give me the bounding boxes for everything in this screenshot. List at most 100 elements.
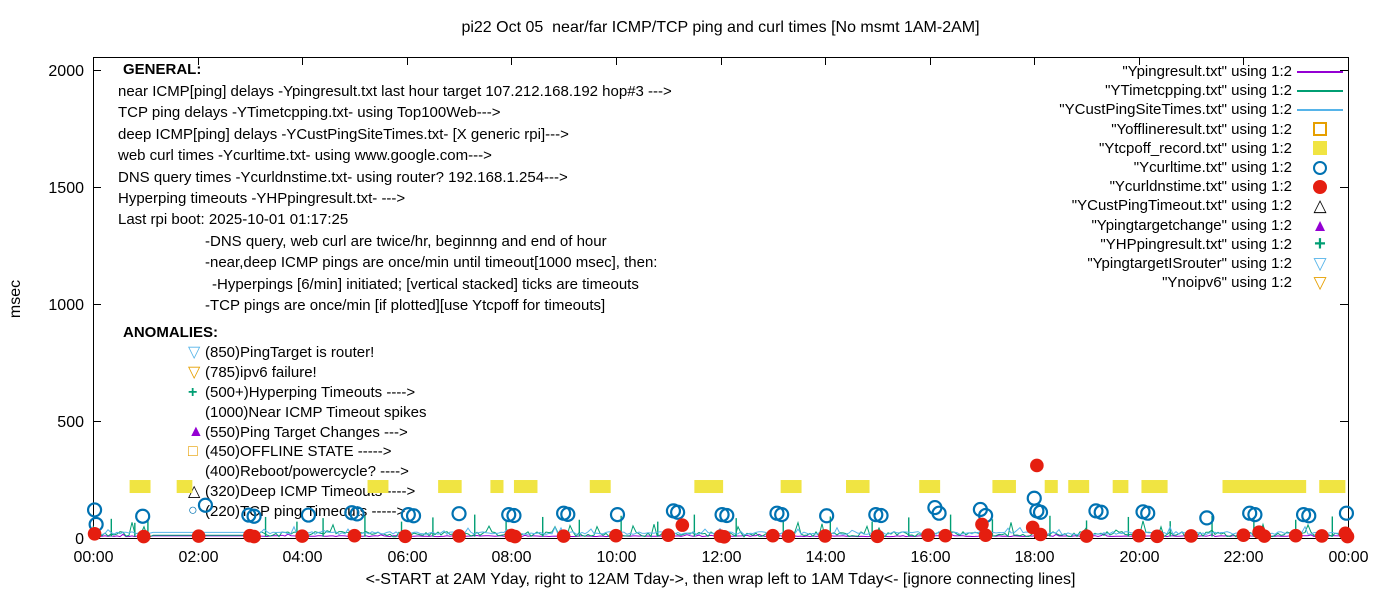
legend-row: "Ypingresult.txt" using 1:2 bbox=[1059, 62, 1348, 81]
tridown-open-icon: ▽ bbox=[188, 363, 201, 381]
x-tick-label: 04:00 bbox=[282, 549, 322, 566]
legend-row: "YCustPingSiteTimes.txt" using 1:2 bbox=[1059, 100, 1348, 119]
anomaly-text: (785)ipv6 failure! bbox=[205, 364, 317, 382]
legend-sample-cross-icon: + bbox=[1314, 233, 1326, 256]
anomaly-text: (450)OFFLINE STATE -----> bbox=[205, 443, 392, 461]
general-line: deep ICMP[ping] delays -YCustPingSiteTim… bbox=[118, 125, 569, 143]
x-tick-label: 10:00 bbox=[596, 549, 636, 566]
legend-row: "Ytcpoff_record.txt" using 1:2 bbox=[1059, 139, 1348, 158]
y-tick-label: 0 bbox=[75, 531, 84, 548]
legend-label: "Ytcpoff_record.txt" using 1:2 bbox=[1099, 139, 1292, 157]
legend-row: "YCustPingTimeout.txt" using 1:2 △ bbox=[1059, 196, 1348, 215]
general-line: -near,deep ICMP pings are once/min until… bbox=[205, 254, 658, 272]
legend-label: "Ynoipv6" using 1:2 bbox=[1162, 274, 1292, 292]
general-header: GENERAL: bbox=[123, 61, 202, 78]
anomaly-text: (500+)Hyperping Timeouts ----> bbox=[205, 383, 416, 401]
y-tick-label: 1000 bbox=[48, 297, 84, 314]
circle-open-icon: ○ bbox=[188, 502, 198, 520]
general-lines: near ICMP[ping] delays -Ypingresult.txt … bbox=[118, 81, 672, 316]
anomaly-text: (400)Reboot/powercycle? ----> bbox=[205, 463, 409, 481]
general-line: web curl times -Ycurltime.txt- using www… bbox=[118, 147, 492, 165]
x-tick-label: 06:00 bbox=[387, 549, 427, 566]
anomalies-annotation-block: ANOMALIES: ▽ (850)PingTarget is router! ▽(… bbox=[123, 322, 426, 521]
legend-sample-tridown-open-icon: ▽ bbox=[1313, 253, 1327, 273]
x-tick-label: 08:00 bbox=[491, 549, 531, 566]
x-tick-label: 16:00 bbox=[910, 549, 950, 566]
legend-row: "Ycurltime.txt" using 1:2 bbox=[1059, 158, 1348, 177]
y-tick-label: 1500 bbox=[48, 180, 84, 197]
general-line: Last rpi boot: 2025-10-01 01:17:25 bbox=[118, 211, 349, 229]
legend-label: "YCustPingTimeout.txt" using 1:2 bbox=[1071, 197, 1292, 215]
x-tick-label: 02:00 bbox=[178, 549, 218, 566]
general-line: near ICMP[ping] delays -Ypingresult.txt … bbox=[118, 83, 672, 100]
y-tick-label: 500 bbox=[57, 414, 84, 431]
triangle-open-icon: △ bbox=[188, 482, 201, 500]
legend-label: "Ycurltime.txt" using 1:2 bbox=[1133, 159, 1292, 177]
legend-row: "Yofflineresult.txt" using 1:2 bbox=[1059, 120, 1348, 139]
legend-row: "Ycurldnstime.txt" using 1:2 bbox=[1059, 177, 1348, 196]
anomaly-row: ▽ (850)PingTarget is router! bbox=[188, 343, 426, 363]
x-tick-label: 22:00 bbox=[1223, 549, 1263, 566]
general-line: -DNS query, web curl are twice/hr, begin… bbox=[205, 232, 607, 250]
legend-sample-line-icon bbox=[1292, 100, 1348, 119]
legend-label: "YHPpingresult.txt" using 1:2 bbox=[1100, 235, 1292, 253]
legend-sample-circle-filled-icon bbox=[1292, 177, 1348, 196]
x-tick-label: 00:00 bbox=[1328, 549, 1368, 566]
anomaly-text: (320)Deep ICMP Timeouts ----> bbox=[205, 482, 416, 500]
chart-title: pi22 Oct 05 near/far ICMP/TCP ping and c… bbox=[461, 19, 980, 36]
plot-legend: "Ypingresult.txt" using 1:2 "YTimetcpping… bbox=[1059, 62, 1348, 292]
legend-sample-line-icon bbox=[1292, 81, 1348, 100]
anomaly-row: □ (450)OFFLINE STATE -----> bbox=[188, 442, 426, 462]
general-line: DNS query times -Ycurldnstime.txt- using… bbox=[118, 168, 568, 186]
general-line: -Hyperpings [6/min] initiated; [vertical… bbox=[212, 275, 639, 293]
legend-sample-triangle-filled-icon: ▲ bbox=[1311, 215, 1329, 235]
x-axis-label: <-START at 2AM Yday, right to 12AM Tday-… bbox=[365, 571, 1076, 588]
tridown-open-icon: ▽ bbox=[188, 344, 201, 361]
anomaly-row: ○ (220)TCP ping Timeouts -----> bbox=[188, 501, 426, 521]
anomaly-text: (1000)Near ICMP Timeout spikes bbox=[205, 403, 427, 421]
x-tick-label: 20:00 bbox=[1119, 549, 1159, 566]
square-open-icon: □ bbox=[188, 442, 198, 460]
legend-label: "Yofflineresult.txt" using 1:2 bbox=[1111, 120, 1292, 138]
anomaly-text: (850)PingTarget is router! bbox=[205, 344, 375, 362]
general-line: -TCP pings are once/min [if plotted][use… bbox=[205, 297, 606, 315]
y-tick-label: 2000 bbox=[48, 63, 84, 80]
legend-label: "Ycurldnstime.txt" using 1:2 bbox=[1109, 178, 1292, 196]
series-Ypingresult.txt bbox=[92, 533, 1348, 538]
general-line: TCP ping delays -YTimetcpping.txt- using… bbox=[118, 104, 501, 122]
cross-icon: + bbox=[188, 383, 198, 401]
legend-label: "YpingtargetISrouter" using 1:2 bbox=[1087, 254, 1292, 272]
y-axis-label: msec bbox=[7, 279, 24, 319]
anomaly-text: (220)TCP ping Timeouts -----> bbox=[205, 502, 406, 520]
legend-row: "Ynoipv6" using 1:2 ▽ bbox=[1059, 273, 1348, 292]
legend-row: "YpingtargetISrouter" using 1:2 ▽ bbox=[1059, 254, 1348, 273]
legend-label: "YTimetcpping.txt" using 1:2 bbox=[1105, 82, 1292, 100]
x-tick-label: 14:00 bbox=[805, 549, 845, 566]
x-tick-label: 12:00 bbox=[701, 549, 741, 566]
x-tick-label: 00:00 bbox=[73, 549, 113, 566]
legend-label: "Ypingresult.txt" using 1:2 bbox=[1122, 63, 1292, 81]
anomaly-row: (400)Reboot/powercycle? ----> bbox=[188, 462, 426, 482]
series-YCustPingSiteTimes.txt bbox=[92, 525, 1348, 536]
triangle-filled-icon: ▲ bbox=[188, 423, 204, 441]
legend-row: "YTimetcpping.txt" using 1:2 bbox=[1059, 81, 1348, 100]
legend-sample-square-open-icon bbox=[1292, 120, 1348, 139]
anomaly-row: ▽ (785)ipv6 failure! bbox=[188, 363, 426, 383]
x-tick-label: 18:00 bbox=[1014, 549, 1054, 566]
legend-sample-circle-open-icon bbox=[1292, 158, 1348, 177]
legend-sample-tridown-open-icon: ▽ bbox=[1313, 273, 1327, 293]
legend-row: "Ypingtargetchange" using 1:2 ▲ bbox=[1059, 216, 1348, 235]
anomaly-text: (550)Ping Target Changes ---> bbox=[205, 423, 408, 441]
anomaly-row: △ (320)Deep ICMP Timeouts ----> bbox=[188, 482, 426, 502]
anomaly-row: (1000)Near ICMP Timeout spikes bbox=[188, 402, 426, 422]
anomaly-row: ▲ (550)Ping Target Changes ---> bbox=[188, 422, 426, 442]
anomaly-row: + (500+)Hyperping Timeouts ----> bbox=[188, 383, 426, 403]
legend-label: "YCustPingSiteTimes.txt" using 1:2 bbox=[1059, 101, 1292, 119]
legend-sample-triangle-open-icon: △ bbox=[1313, 196, 1327, 216]
legend-sample-square-filled-icon bbox=[1292, 139, 1348, 158]
legend-sample-line-icon bbox=[1292, 62, 1348, 81]
general-line: Hyperping timeouts -YHPpingresult.txt- -… bbox=[118, 190, 406, 208]
legend-label: "Ypingtargetchange" using 1:2 bbox=[1091, 216, 1292, 234]
anomaly-rows: ▽ (850)PingTarget is router! ▽ (785)ipv6 fa… bbox=[123, 343, 426, 521]
